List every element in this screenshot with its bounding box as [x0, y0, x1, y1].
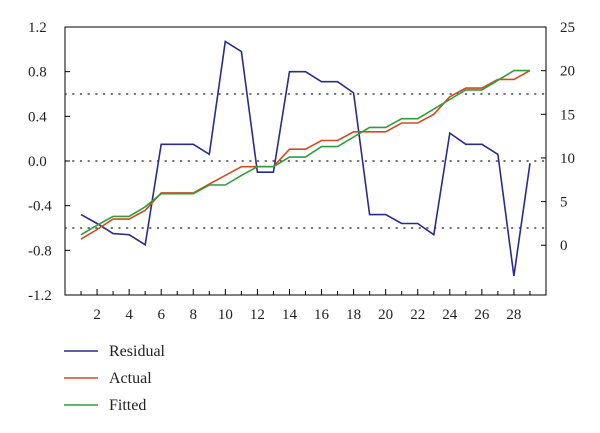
legend-label-fitted: Fitted [109, 397, 146, 414]
left-y-tick-label: 0.8 [28, 65, 47, 81]
x-tick-label: 16 [314, 307, 330, 323]
x-tick-label: 10 [218, 307, 233, 323]
series-line-residual [80, 40, 531, 277]
x-tick-label: 14 [282, 307, 298, 323]
series-line-actual [80, 69, 531, 240]
left-y-tick-label: -0.4 [28, 199, 52, 215]
legend-label-residual: Residual [109, 343, 166, 360]
series-line-fitted [80, 69, 530, 236]
x-tick-label: 8 [190, 307, 198, 323]
x-tick-label: 6 [157, 307, 165, 323]
x-tick-label: 12 [250, 307, 265, 323]
left-y-tick-label: 1.2 [28, 20, 47, 36]
left-y-tick-label: 0.0 [28, 154, 47, 170]
right-y-tick-label: 25 [560, 20, 575, 36]
reference-lines [64, 93, 547, 229]
right-y-tick-label: 0 [560, 238, 568, 254]
left-y-axis: -1.2 -0.8 -0.4 0.0 0.4 0.8 1.2 [28, 20, 70, 304]
right-y-tick-label: 5 [560, 195, 568, 211]
legend-label-actual: Actual [109, 370, 152, 387]
series-lines [80, 40, 531, 277]
x-tick-label: 24 [442, 307, 458, 323]
x-tick-label: 28 [506, 307, 521, 323]
left-y-tick-label: 0.4 [28, 109, 47, 125]
legend: Residual Actual Fitted [64, 343, 166, 414]
x-tick-label: 18 [346, 307, 361, 323]
x-axis: 2 4 6 8 10 12 14 16 18 20 22 24 26 28 [80, 289, 531, 323]
x-tick-label: 20 [378, 307, 393, 323]
left-y-tick-label: -1.2 [28, 288, 52, 304]
right-y-tick-label: 15 [560, 107, 575, 123]
x-tick-label: 26 [474, 307, 490, 323]
x-tick-label: 4 [125, 307, 133, 323]
right-y-tick-label: 20 [560, 64, 575, 80]
left-y-tick-label: -0.8 [28, 243, 52, 259]
right-y-tick-label: 10 [560, 151, 575, 167]
right-y-axis: 0 5 10 15 20 25 [541, 20, 575, 254]
x-tick-label: 22 [410, 307, 425, 323]
x-tick-label: 2 [93, 307, 101, 323]
